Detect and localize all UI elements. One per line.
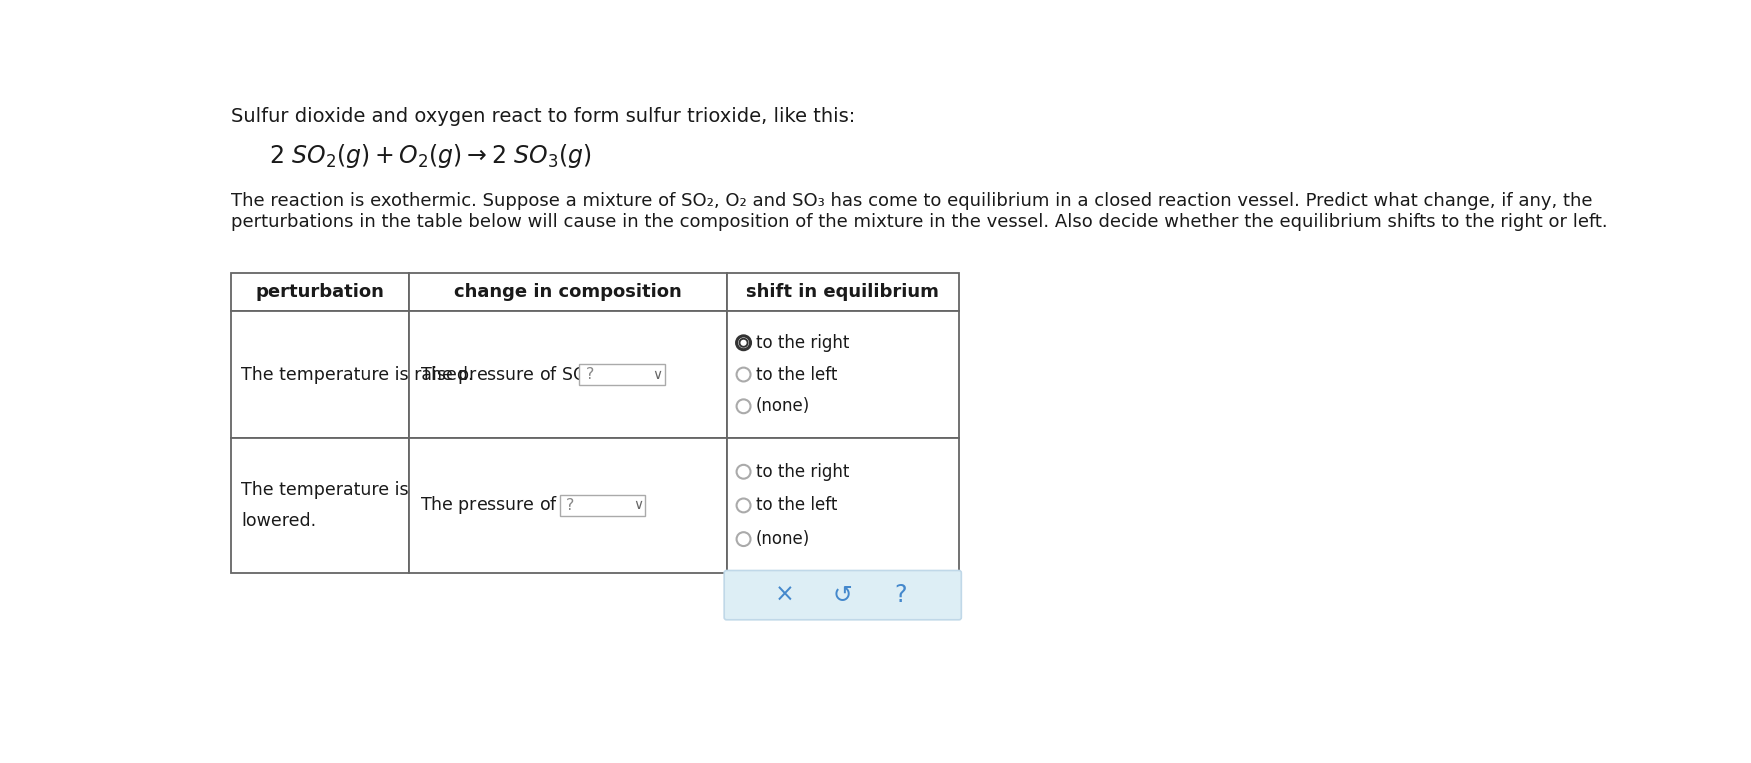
Text: The reaction is exothermic. Suppose a mixture of SO₂, O₂ and SO₃ has come to equ: The reaction is exothermic. Suppose a mi… [231, 192, 1592, 210]
Text: $\it{2\ SO_2(g)+O_2(g)\rightarrow 2\ SO_3(g)}$: $\it{2\ SO_2(g)+O_2(g)\rightarrow 2\ SO_… [270, 142, 592, 169]
Text: ?: ? [895, 583, 907, 607]
Circle shape [737, 498, 751, 513]
Text: to the right: to the right [756, 462, 849, 481]
Bar [560, 494, 644, 517]
Text: (none): (none) [756, 530, 811, 548]
Bar [231, 311, 408, 438]
Text: shift in equilibrium: shift in equilibrium [746, 283, 939, 301]
Text: ↺: ↺ [833, 583, 853, 607]
Bar [231, 438, 408, 573]
Bar [408, 272, 727, 311]
Circle shape [737, 533, 751, 546]
Text: The temperature is: The temperature is [242, 481, 410, 499]
Bar [580, 364, 664, 385]
FancyBboxPatch shape [725, 571, 961, 620]
Circle shape [737, 336, 751, 349]
Circle shape [737, 399, 751, 414]
Text: to the left: to the left [756, 497, 837, 514]
Text: (none): (none) [756, 398, 811, 415]
Circle shape [737, 368, 751, 382]
Circle shape [737, 465, 751, 478]
Text: perturbations in the table below will cause in the composition of the mixture in: perturbations in the table below will ca… [231, 213, 1607, 231]
Text: to the right: to the right [756, 333, 849, 352]
Text: ?: ? [585, 367, 594, 382]
Text: perturbation: perturbation [256, 283, 383, 301]
Text: ∨: ∨ [632, 498, 643, 513]
Text: The temperature is raised.: The temperature is raised. [242, 365, 475, 384]
Text: Sulfur dioxide and oxygen react to form sulfur trioxide, like this:: Sulfur dioxide and oxygen react to form … [231, 107, 854, 126]
Text: change in composition: change in composition [454, 283, 681, 301]
Bar [727, 272, 960, 311]
Text: The pressure of $\mathregular{SO_3}$ will: The pressure of $\mathregular{SO_3}$ wil… [420, 363, 629, 385]
Text: to the left: to the left [756, 365, 837, 384]
Bar [231, 272, 408, 311]
Text: lowered.: lowered. [242, 512, 317, 530]
Circle shape [739, 338, 749, 348]
Bar [727, 311, 960, 438]
Bar [408, 311, 727, 438]
Circle shape [741, 340, 746, 346]
Bar [727, 438, 960, 573]
Text: ×: × [774, 583, 795, 607]
Text: The pressure of $\mathregular{O_2}$ will: The pressure of $\mathregular{O_2}$ will [420, 494, 618, 517]
Text: ?: ? [566, 498, 574, 513]
Bar [408, 438, 727, 573]
Text: ∨: ∨ [651, 368, 662, 382]
